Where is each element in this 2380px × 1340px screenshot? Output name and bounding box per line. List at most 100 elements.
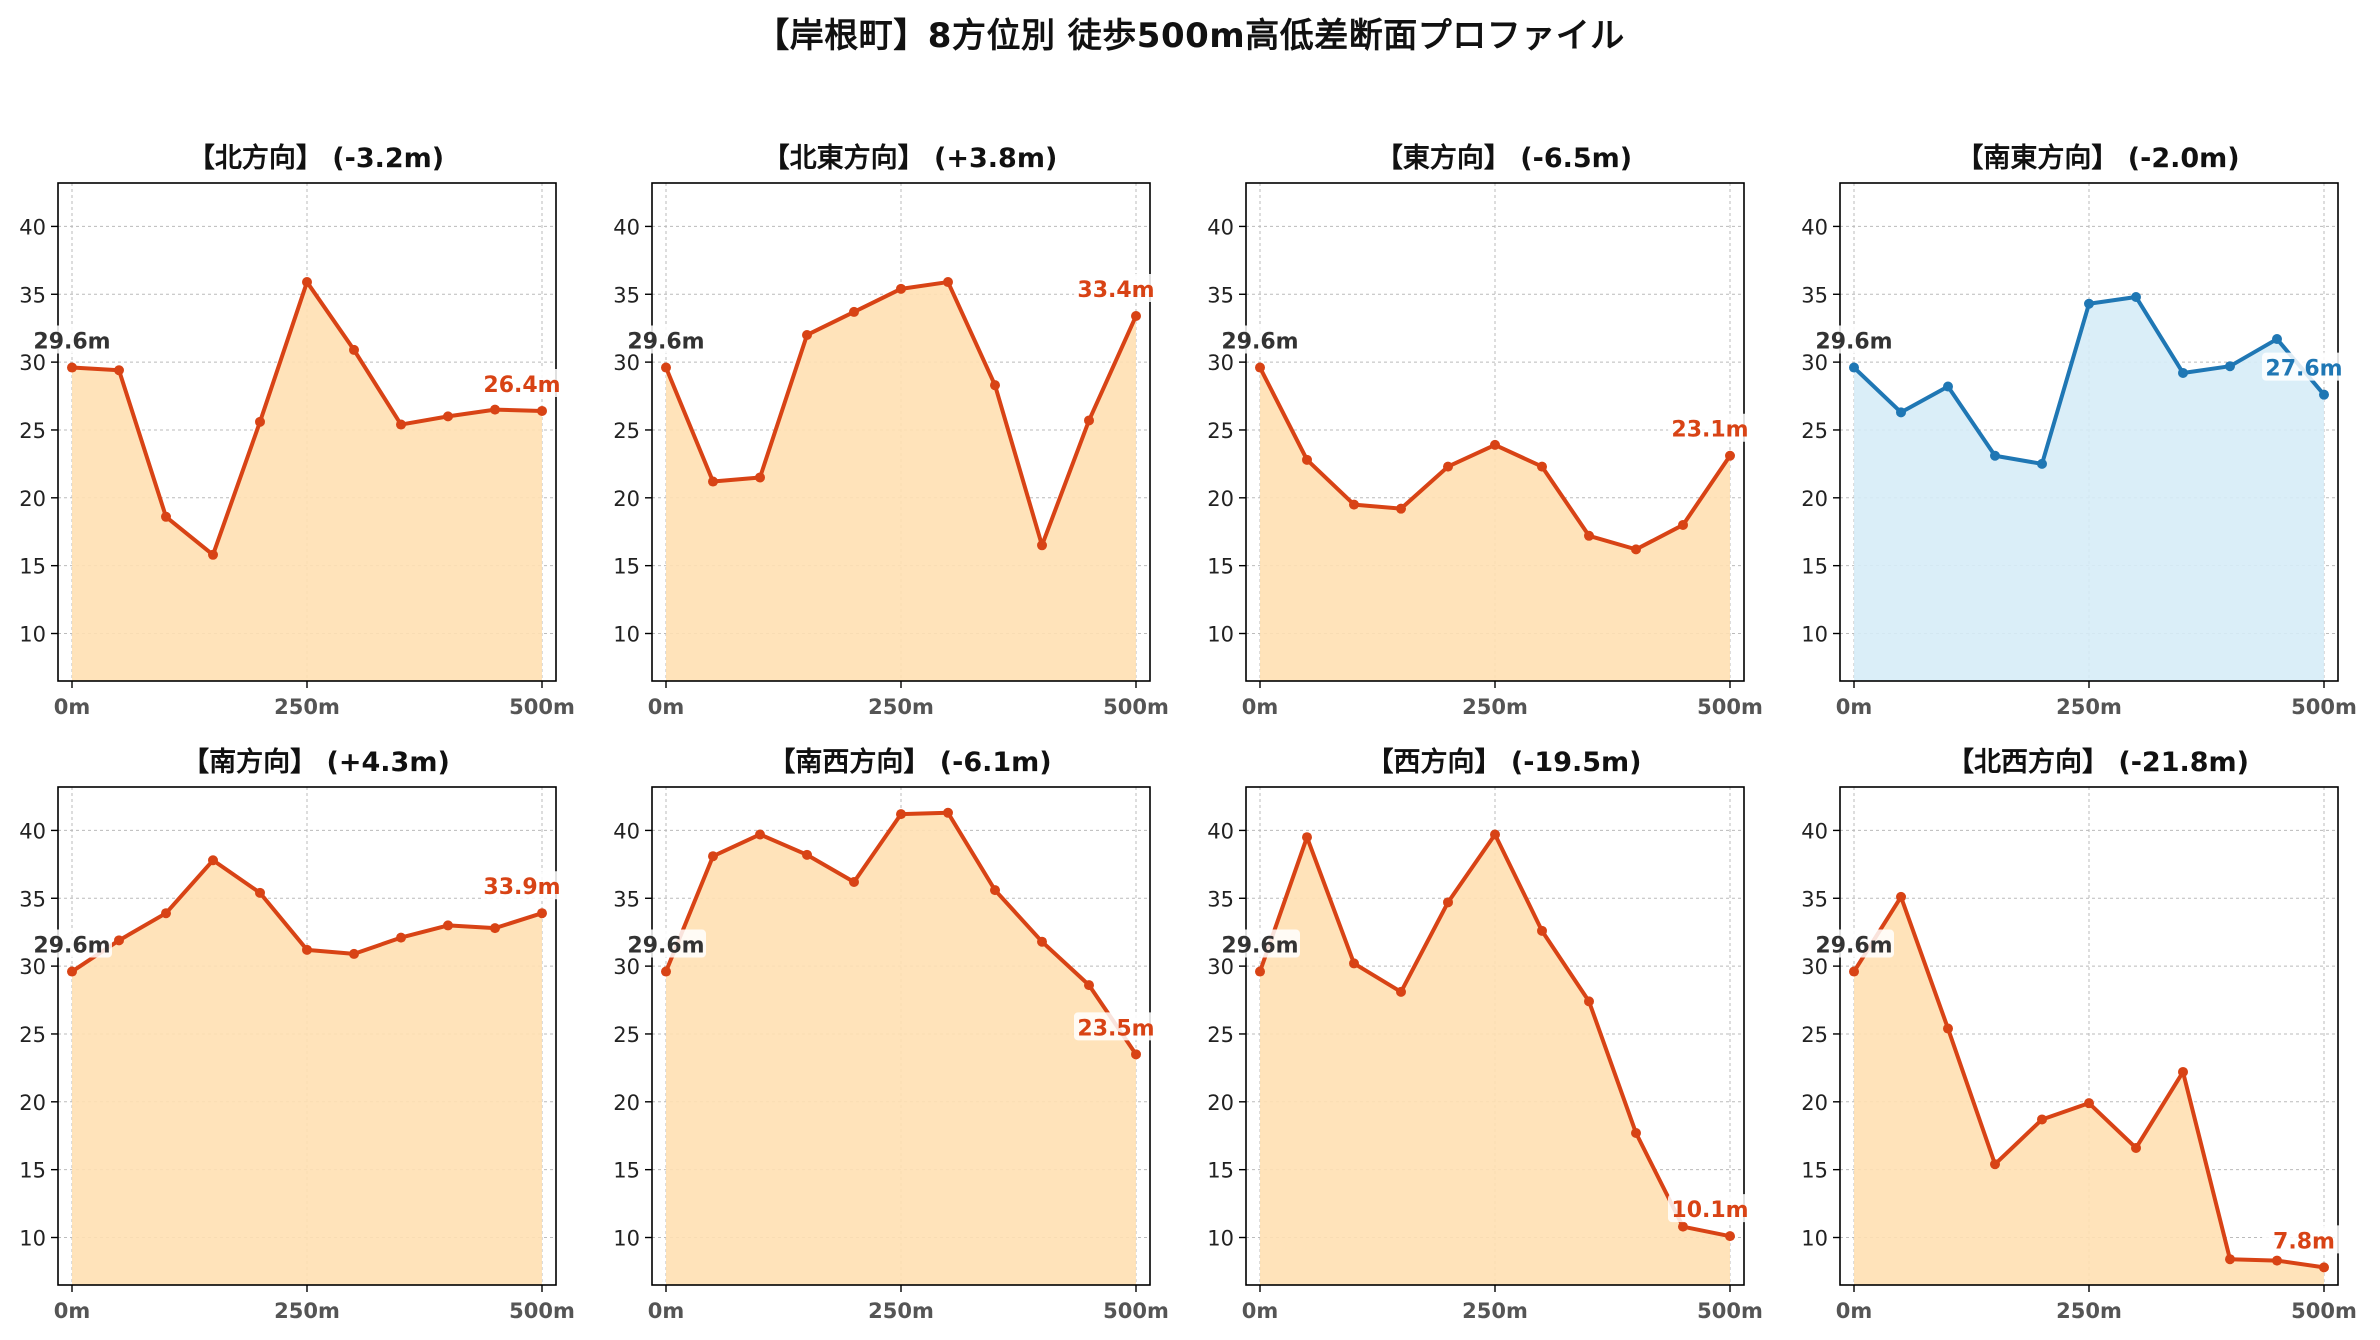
data-point (1537, 925, 1547, 936)
data-point (1631, 544, 1641, 555)
data-point (255, 887, 265, 898)
end-elevation-label: 27.6m (2265, 357, 2342, 382)
data-point (2131, 1142, 2141, 1153)
y-tick-label: 30 (613, 351, 640, 375)
data-point (2178, 367, 2188, 378)
start-elevation-label: 29.6m (1815, 934, 1892, 959)
x-tick-label: 500m (1697, 1299, 1763, 1323)
data-point (896, 809, 906, 820)
y-tick-label: 15 (613, 1159, 640, 1183)
elevation-area (1260, 834, 1730, 1285)
data-point (208, 549, 218, 560)
panel-title-east: 【東方向】 (-6.5m) (1375, 143, 1633, 174)
x-tick-label: 500m (509, 1299, 575, 1323)
y-tick-label: 40 (613, 215, 640, 239)
y-tick-label: 30 (613, 955, 640, 979)
end-label-bg (480, 368, 564, 397)
data-point (1584, 530, 1594, 541)
x-tick-label: 250m (2056, 1299, 2122, 1323)
y-tick-label: 30 (1801, 955, 1828, 979)
y-tick-label: 15 (19, 555, 46, 579)
start-elevation-label: 29.6m (1815, 330, 1892, 355)
start-elevation-label: 29.6m (1221, 330, 1298, 355)
y-tick-label: 10 (19, 623, 46, 647)
end-label-bg (1668, 1194, 1752, 1223)
data-point (1084, 980, 1094, 991)
data-point (1896, 891, 1906, 902)
data-point (1443, 461, 1453, 472)
y-tick-label: 35 (19, 887, 46, 911)
data-point (1631, 1128, 1641, 1139)
elevation-area (1260, 367, 1730, 681)
y-tick-label: 15 (1207, 1159, 1234, 1183)
x-tick-label: 0m (1836, 1299, 1873, 1323)
data-point (161, 908, 171, 919)
end-label-bg (2262, 1225, 2346, 1254)
y-tick-label: 30 (19, 955, 46, 979)
x-tick-label: 0m (54, 1299, 91, 1323)
y-tick-label: 35 (1801, 887, 1828, 911)
data-point (302, 277, 312, 288)
data-point (1396, 503, 1406, 514)
data-point (755, 829, 765, 840)
y-tick-label: 30 (1207, 955, 1234, 979)
y-tick-label: 15 (1801, 555, 1828, 579)
data-point (1490, 829, 1500, 840)
x-tick-label: 0m (1242, 695, 1279, 719)
panel-title-west: 【西方向】 (-19.5m) (1366, 747, 1642, 778)
start-elevation-label: 29.6m (33, 330, 110, 355)
start-label-bg (32, 929, 112, 958)
x-tick-label: 500m (1103, 1299, 1169, 1323)
data-point (302, 944, 312, 955)
y-tick-label: 10 (613, 1227, 640, 1251)
data-point (490, 404, 500, 415)
data-point (67, 362, 77, 373)
y-tick-label: 25 (613, 1023, 640, 1047)
elevation-area (1854, 296, 2324, 681)
data-point (661, 966, 671, 977)
x-tick-label: 0m (54, 695, 91, 719)
y-tick-label: 15 (1801, 1159, 1828, 1183)
data-point (1849, 362, 1859, 373)
data-point (2084, 1098, 2094, 1109)
start-label-bg (32, 325, 112, 354)
y-tick-label: 10 (1801, 1227, 1828, 1251)
x-tick-label: 500m (1697, 695, 1763, 719)
y-tick-label: 25 (1801, 1023, 1828, 1047)
data-point (1084, 415, 1094, 426)
y-tick-label: 10 (1207, 623, 1234, 647)
elevation-area (1854, 896, 2324, 1285)
data-point (943, 807, 953, 818)
y-tick-label: 10 (613, 623, 640, 647)
panel-title-southeast: 【南東方向】 (-2.0m) (1956, 143, 2240, 174)
data-point (1037, 540, 1047, 551)
start-label-bg (626, 929, 706, 958)
y-tick-label: 30 (19, 351, 46, 375)
start-elevation-label: 29.6m (33, 934, 110, 959)
data-point (943, 277, 953, 288)
data-point (2319, 389, 2329, 400)
data-point (255, 416, 265, 427)
data-point (537, 908, 547, 919)
x-tick-label: 0m (1242, 1299, 1279, 1323)
end-label-bg (1668, 413, 1752, 442)
y-tick-label: 25 (1801, 419, 1828, 443)
elevation-area (666, 812, 1136, 1285)
data-point (849, 876, 859, 887)
data-point (1725, 1231, 1735, 1242)
data-point (708, 851, 718, 862)
y-tick-label: 25 (1207, 1023, 1234, 1047)
data-point (349, 344, 359, 355)
data-point (990, 885, 1000, 896)
data-point (708, 476, 718, 487)
y-tick-label: 30 (1207, 351, 1234, 375)
x-tick-label: 250m (2056, 695, 2122, 719)
data-point (1349, 499, 1359, 510)
data-point (2272, 334, 2282, 345)
x-tick-label: 250m (1462, 1299, 1528, 1323)
data-point (1490, 439, 1500, 450)
end-label-bg (1074, 1012, 1158, 1041)
y-tick-label: 25 (613, 419, 640, 443)
end-label-bg (480, 871, 564, 900)
y-tick-label: 40 (19, 819, 46, 843)
